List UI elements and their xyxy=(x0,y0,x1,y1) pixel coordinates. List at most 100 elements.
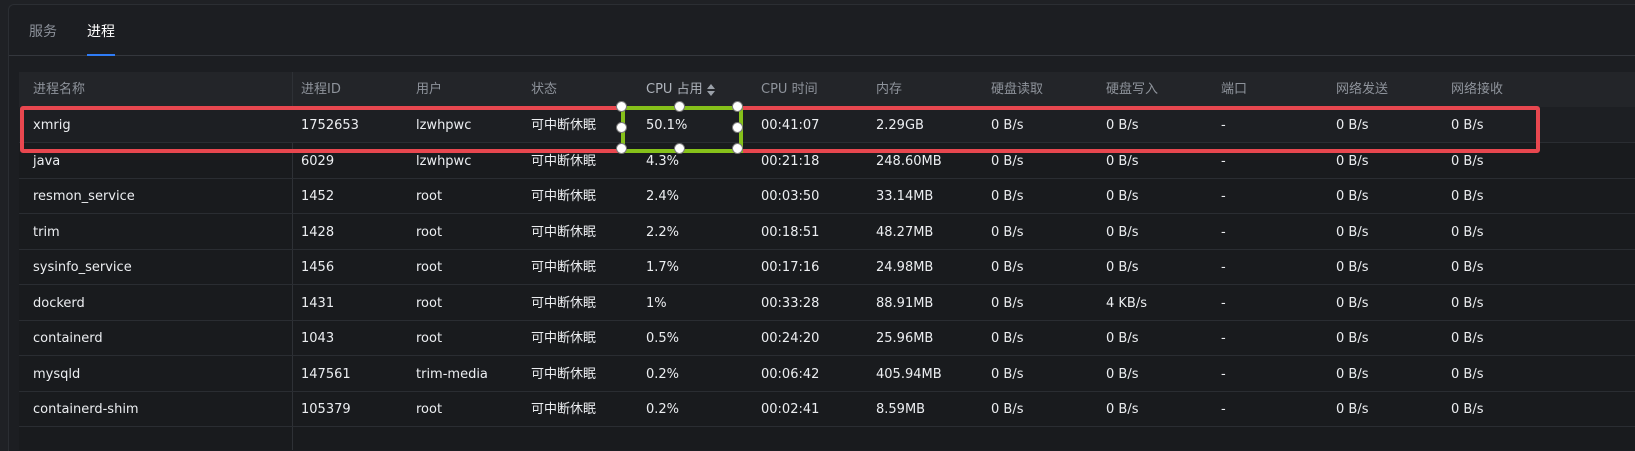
cell-pid: 1452 xyxy=(301,189,335,204)
column-header-user[interactable]: 用户 xyxy=(416,82,443,97)
cell-process-name: trim xyxy=(33,224,60,240)
cell-user: trim-media xyxy=(416,366,488,382)
column-header-cpu-time[interactable]: CPU 时间 xyxy=(761,82,818,97)
cell-memory: 248.60MB xyxy=(876,153,942,169)
column-header-disk-write[interactable]: 硬盘写入 xyxy=(1106,82,1159,97)
cell-net-receive: 0 B/s xyxy=(1451,331,1484,346)
column-header-port[interactable]: 端口 xyxy=(1221,82,1248,97)
selection-handle[interactable] xyxy=(732,101,743,112)
cell-pid: 1428 xyxy=(301,224,335,240)
cell-cpu-time: 00:24:20 xyxy=(761,331,820,346)
cell-status: 可中断休眠 xyxy=(531,260,597,275)
selection-handle[interactable] xyxy=(674,143,685,154)
cell-disk-write: 4 KB/s xyxy=(1106,295,1147,311)
cell-status: 可中断休眠 xyxy=(531,224,597,240)
cell-cpu-time: 00:33:28 xyxy=(761,295,820,311)
column-header-net-send[interactable]: 网络发送 xyxy=(1336,82,1389,97)
cell-user: lzwhpwc xyxy=(416,118,472,133)
cell-port: - xyxy=(1221,153,1226,169)
selection-handle[interactable] xyxy=(616,101,627,112)
cell-pid: 6029 xyxy=(301,153,335,169)
cell-net-receive: 0 B/s xyxy=(1451,118,1484,133)
column-header-pid[interactable]: 进程ID xyxy=(301,82,341,97)
cell-disk-write: 0 B/s xyxy=(1106,189,1139,204)
cell-net-send: 0 B/s xyxy=(1336,224,1369,240)
cell-status: 可中断休眠 xyxy=(531,118,597,133)
cell-process-name: containerd-shim xyxy=(33,402,139,417)
cell-disk-read: 0 B/s xyxy=(991,189,1024,204)
cell-disk-read: 0 B/s xyxy=(991,366,1024,382)
table-row[interactable]: trim 1428 root 可中断休眠 2.2% 00:18:51 48.27MB 0 B/… xyxy=(19,214,1635,250)
selection-handle[interactable] xyxy=(732,143,743,154)
cell-net-receive: 0 B/s xyxy=(1451,295,1484,311)
table-row[interactable]: xmrig 1752653 lzwhpwc 可中断休眠 50.1% 00:41:07 2.2… xyxy=(19,107,1635,143)
cell-user: root xyxy=(416,331,443,346)
selection-handle[interactable] xyxy=(674,101,685,112)
cell-status: 可中断休眠 xyxy=(531,153,597,169)
cell-memory: 88.91MB xyxy=(876,295,934,311)
cell-cpu-usage: 0.5% xyxy=(646,331,680,346)
cell-process-name: xmrig xyxy=(33,118,71,133)
cell-disk-write: 0 B/s xyxy=(1106,366,1139,382)
table-row[interactable]: mysqld 147561 trim-media 可中断休眠 0.2% 00:06:42 4… xyxy=(19,356,1635,392)
table-row[interactable]: containerd 1043 root 可中断休眠 0.5% 00:24:20 25.96… xyxy=(19,320,1635,356)
selection-handle[interactable] xyxy=(616,143,627,154)
cell-memory: 24.98MB xyxy=(876,260,934,275)
selection-handle[interactable] xyxy=(732,122,743,133)
table-row[interactable]: sysinfo_service 1456 root 可中断休眠 1.7% 00:17:16… xyxy=(19,249,1635,285)
cell-port: - xyxy=(1221,189,1226,204)
column-header-net-receive[interactable]: 网络接收 xyxy=(1451,82,1504,97)
cell-status: 可中断休眠 xyxy=(531,189,597,204)
cell-memory: 33.14MB xyxy=(876,189,934,204)
table-row[interactable]: java 6029 lzwhpwc 可中断休眠 4.3% 00:21:18 248.60MB… xyxy=(19,143,1635,179)
cell-port: - xyxy=(1221,295,1226,311)
cell-cpu-usage: 0.2% xyxy=(646,402,680,417)
cell-user: root xyxy=(416,224,443,240)
cell-cpu-time: 00:18:51 xyxy=(761,224,820,240)
cell-disk-write: 0 B/s xyxy=(1106,331,1139,346)
cell-disk-write: 0 B/s xyxy=(1106,153,1139,169)
cell-user: root xyxy=(416,295,443,311)
cell-cpu-usage: 2.2% xyxy=(646,224,680,240)
cell-user: root xyxy=(416,402,443,417)
cell-cpu-time: 00:03:50 xyxy=(761,189,820,204)
cell-pid: 1456 xyxy=(301,260,335,275)
tab-processes[interactable]: 进程 xyxy=(87,21,115,56)
cell-port: - xyxy=(1221,118,1226,133)
cell-port: - xyxy=(1221,366,1226,382)
cell-pid: 1431 xyxy=(301,295,335,311)
column-header-memory[interactable]: 内存 xyxy=(876,82,903,97)
cell-memory: 2.29GB xyxy=(876,118,924,133)
process-table: 进程名称 进程ID 用户 状态 CPU 占用 CPU 时间 内存 硬盘读取 硬盘… xyxy=(19,72,1635,450)
cell-port: - xyxy=(1221,402,1226,417)
cell-disk-read: 0 B/s xyxy=(991,224,1024,240)
cell-process-name: mysqld xyxy=(33,366,81,382)
column-header-cpu-usage[interactable]: CPU 占用 xyxy=(646,72,715,107)
cell-status: 可中断休眠 xyxy=(531,402,597,417)
column-header-status[interactable]: 状态 xyxy=(531,82,558,97)
column-divider xyxy=(292,72,293,450)
cell-status: 可中断休眠 xyxy=(531,366,597,382)
column-header-cpu-usage-label: CPU 占用 xyxy=(646,82,703,97)
tab-services[interactable]: 服务 xyxy=(29,21,57,55)
cell-process-name: java xyxy=(33,153,61,169)
table-row[interactable]: containerd-shim 105379 root 可中断休眠 0.2% 00:02:… xyxy=(19,391,1635,427)
cell-pid: 1752653 xyxy=(301,118,359,133)
column-header-disk-read[interactable]: 硬盘读取 xyxy=(991,82,1044,97)
cell-pid: 1043 xyxy=(301,331,335,346)
cell-user: root xyxy=(416,260,443,275)
sort-desc-icon xyxy=(706,83,715,96)
cell-disk-write: 0 B/s xyxy=(1106,118,1139,133)
cell-memory: 8.59MB xyxy=(876,402,926,417)
cell-cpu-usage: 1% xyxy=(646,295,667,311)
cell-disk-read: 0 B/s xyxy=(991,118,1024,133)
cell-memory: 25.96MB xyxy=(876,331,934,346)
cell-cpu-usage: 4.3% xyxy=(646,153,680,169)
table-row[interactable]: resmon_service 1452 root 可中断休眠 2.4% 00:03:50 3… xyxy=(19,178,1635,214)
table-row[interactable]: dockerd 1431 root 可中断休眠 1% 00:33:28 88.91MB 0 B… xyxy=(19,285,1635,321)
column-header-process-name[interactable]: 进程名称 xyxy=(33,82,86,97)
selection-handle[interactable] xyxy=(616,122,627,133)
table-header: 进程名称 进程ID 用户 状态 CPU 占用 CPU 时间 内存 硬盘读取 硬盘… xyxy=(19,72,1635,107)
cell-disk-read: 0 B/s xyxy=(991,153,1024,169)
cell-cpu-time: 00:21:18 xyxy=(761,153,820,169)
